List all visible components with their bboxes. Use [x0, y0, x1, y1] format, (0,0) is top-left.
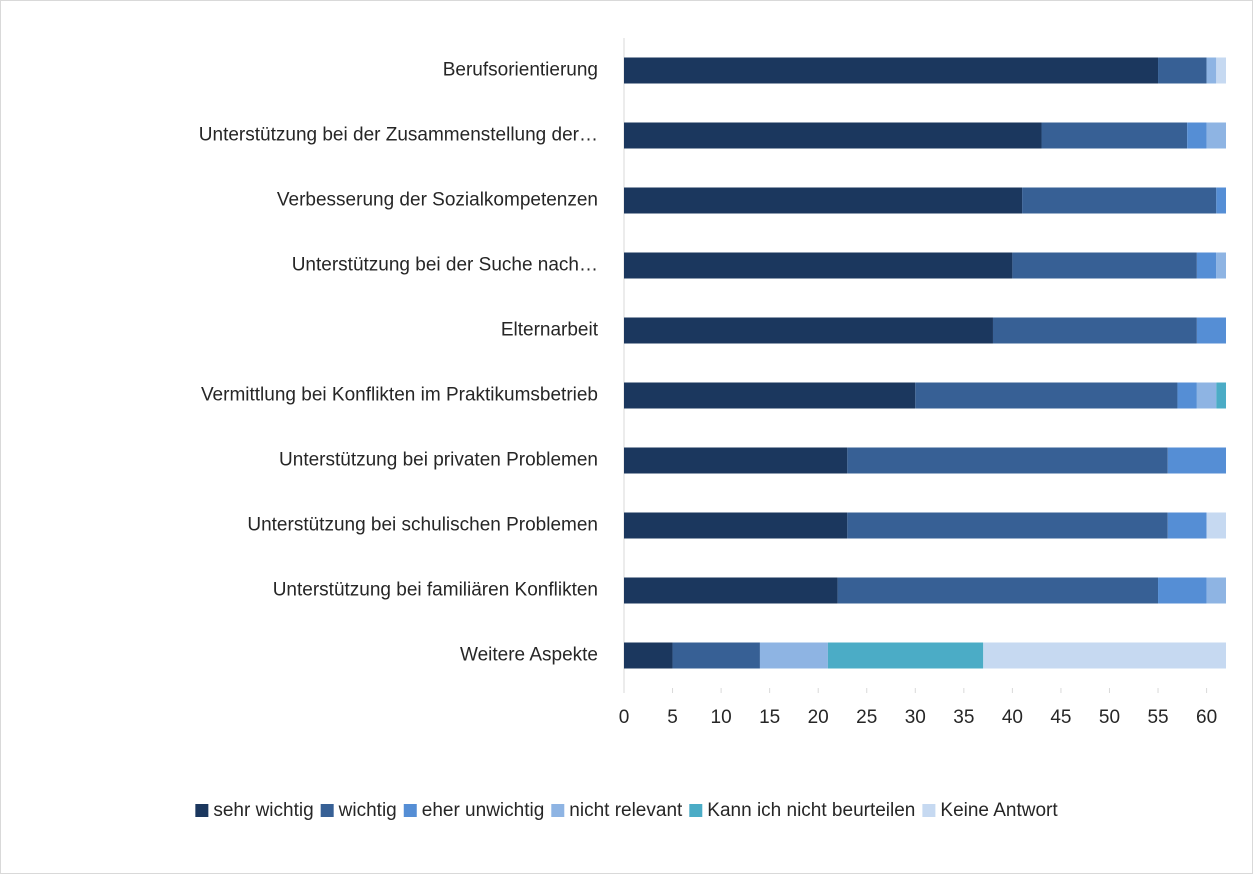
bar-segment	[624, 57, 1159, 84]
bar-segment	[1022, 187, 1217, 214]
bar-segment	[759, 642, 828, 669]
y-tick-label: Unterstützung bei privaten Problemen	[279, 450, 598, 471]
bar-segment	[624, 122, 1042, 149]
legend-label: wichtig	[338, 800, 397, 821]
bar-segment	[837, 577, 1159, 604]
legend-swatch	[551, 804, 565, 817]
bar-segment	[1158, 57, 1207, 84]
bar-segment	[983, 642, 1226, 669]
bar-segment	[624, 187, 1023, 214]
bar-segment	[672, 642, 760, 669]
y-tick-label: Unterstützung bei der Suche nach…	[292, 255, 598, 276]
x-tick-label: 5	[667, 707, 678, 728]
y-tick-label: Elternarbeit	[501, 320, 599, 341]
legend-swatch	[320, 804, 334, 817]
bar-segment	[847, 447, 1168, 474]
x-tick-label: 60	[1196, 707, 1217, 728]
bar-segment	[624, 577, 838, 604]
bar-segment	[1206, 577, 1226, 604]
bar-segment	[847, 512, 1168, 539]
bar-segment	[1216, 382, 1226, 409]
bar-segment	[624, 447, 848, 474]
bar-segment	[1216, 187, 1226, 214]
bar-segment	[1041, 122, 1188, 149]
legend-label: Kann ich nicht beurteilen	[707, 800, 915, 821]
bar-segment	[1177, 382, 1197, 409]
legend-swatch	[195, 804, 209, 817]
x-tick-label: 15	[759, 707, 780, 728]
bar-segment	[1206, 512, 1226, 539]
bar-segment	[915, 382, 1178, 409]
bar-segment	[1012, 252, 1197, 279]
y-tick-label: Berufsorientierung	[443, 60, 598, 81]
bar-segment	[1167, 447, 1226, 474]
legend-label: sehr wichtig	[213, 800, 313, 821]
y-tick-label: Unterstützung bei der Zusammenstellung d…	[199, 125, 598, 146]
y-tick-label: Unterstützung bei familiären Konflikten	[273, 580, 598, 601]
x-tick-label: 40	[1002, 707, 1023, 728]
x-tick-label: 35	[953, 707, 974, 728]
bar-segment	[1206, 122, 1226, 149]
legend-swatch	[689, 804, 703, 817]
legend-label: eher unwichtig	[422, 800, 545, 821]
bar-segment	[624, 252, 1013, 279]
bar-segment	[1158, 577, 1207, 604]
bar-segment	[1196, 317, 1226, 344]
bar-segment	[1167, 512, 1207, 539]
x-tick-label: 50	[1099, 707, 1120, 728]
x-tick-label: 10	[711, 707, 732, 728]
bar-segment	[1216, 252, 1226, 279]
y-tick-label: Weitere Aspekte	[460, 645, 598, 666]
legend-swatch	[403, 804, 417, 817]
legend-label: Keine Antwort	[940, 800, 1058, 821]
bar-segment	[1187, 122, 1207, 149]
bar-segment	[624, 317, 993, 344]
bar-segment	[1216, 57, 1226, 84]
bar-segment	[624, 512, 848, 539]
y-tick-label: Verbesserung der Sozialkompetenzen	[277, 190, 598, 211]
bar-segment	[624, 642, 673, 669]
x-tick-label: 45	[1050, 707, 1071, 728]
y-tick-label: Unterstützung bei schulischen Problemen	[247, 515, 598, 536]
bar-segment	[1196, 382, 1217, 409]
legend-swatch	[922, 804, 936, 817]
x-tick-label: 20	[808, 707, 829, 728]
bar-segment	[1206, 57, 1217, 84]
y-tick-label: Vermittlung bei Konflikten im Praktikums…	[201, 385, 598, 406]
x-tick-label: 25	[856, 707, 877, 728]
bar-segment	[1196, 252, 1217, 279]
x-tick-label: 0	[619, 707, 630, 728]
bar-segment	[827, 642, 984, 669]
bar-segment	[992, 317, 1197, 344]
x-tick-label: 30	[905, 707, 926, 728]
x-tick-label: 55	[1147, 707, 1168, 728]
bar-segment	[624, 382, 916, 409]
legend-label: nicht relevant	[569, 800, 683, 821]
